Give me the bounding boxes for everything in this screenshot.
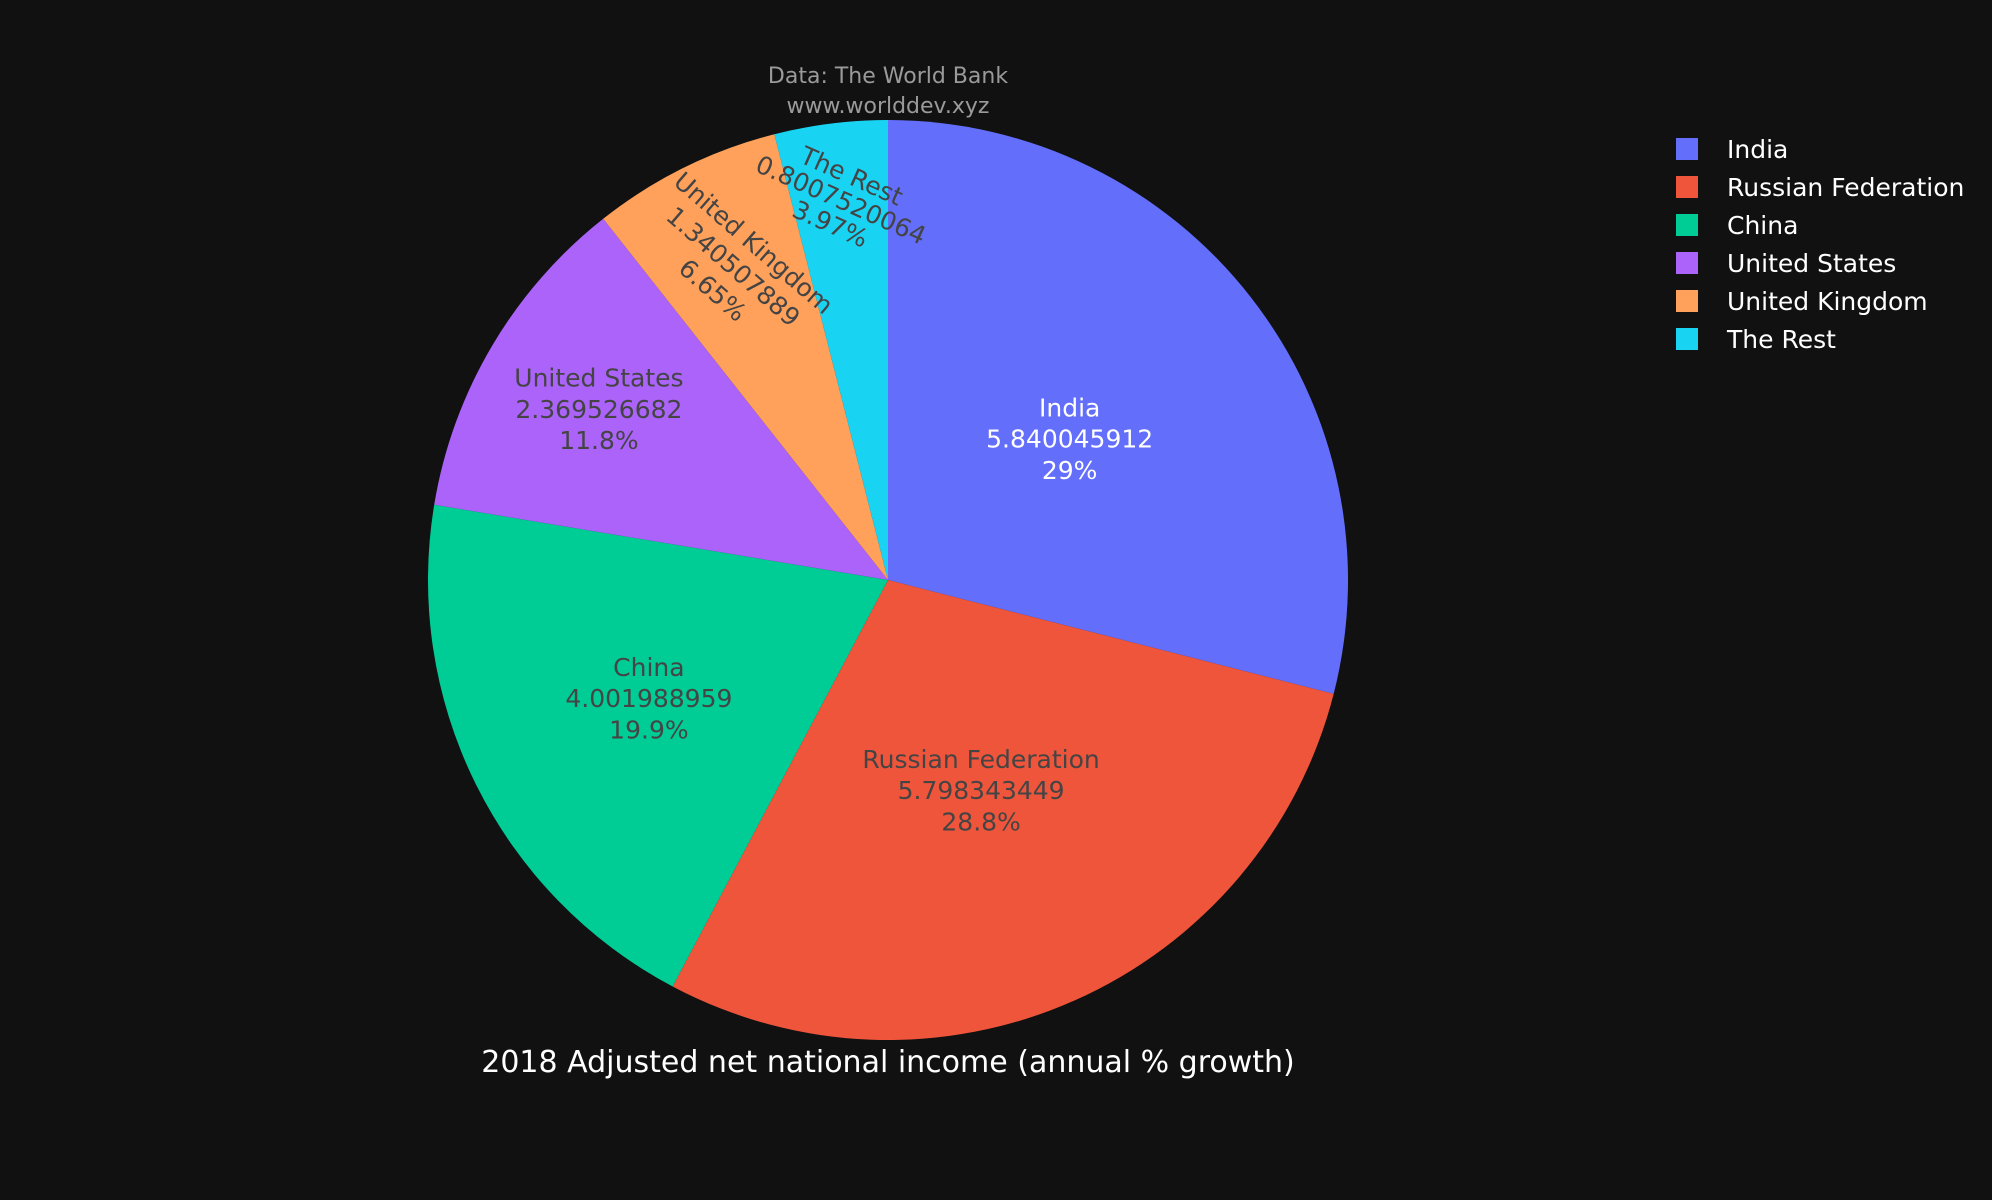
pie-slice-united-kingdom[interactable] (603, 134, 888, 581)
slice-label-value: 4.001988959 (565, 684, 732, 713)
pie-slice-india[interactable] (888, 120, 1348, 694)
legend-swatch (1676, 138, 1698, 160)
slice-label-value: 5.798343449 (898, 776, 1065, 805)
legend-swatch (1676, 252, 1698, 274)
slice-label-name: India (1039, 393, 1100, 422)
slice-label-name: Russian Federation (862, 745, 1099, 774)
legend-label: United States (1727, 249, 1896, 278)
legend-label: United Kingdom (1727, 287, 1928, 316)
slice-label-percent: 19.9% (609, 715, 688, 744)
slice-label-value: 2.369526682 (515, 395, 682, 424)
chart-title: 2018 Adjusted net national income (annua… (481, 1045, 1295, 1080)
legend-item-united-kingdom[interactable]: United Kingdom (1676, 287, 1928, 316)
slice-label-percent: 28.8% (941, 807, 1020, 836)
source-line-1: Data: The World Bank (768, 64, 1008, 89)
legend-item-india[interactable]: India (1676, 135, 1788, 164)
legend-item-china[interactable]: China (1676, 211, 1798, 240)
legend-item-united-states[interactable]: United States (1676, 249, 1896, 278)
source-line-2: www.worlddev.xyz (787, 94, 990, 119)
slice-label-value: 5.840045912 (986, 425, 1153, 454)
slice-label-name: United States (514, 364, 683, 393)
legend-swatch (1676, 214, 1698, 236)
chart-source: Data: The World Bank www.worlddev.xyz (768, 64, 1008, 119)
legend-item-russian-federation[interactable]: Russian Federation (1676, 173, 1964, 202)
legend-label: Russian Federation (1727, 173, 1964, 202)
pie-slice-russian-federation[interactable] (672, 580, 1334, 1040)
pie-slices (427, 120, 1348, 1040)
legend-item-the-rest[interactable]: The Rest (1676, 325, 1836, 354)
legend-label: The Rest (1726, 325, 1836, 354)
pie-slice-the-rest[interactable] (774, 120, 888, 580)
slice-label-percent: 29% (1042, 456, 1098, 485)
legend-swatch (1676, 176, 1698, 198)
legend-swatch (1676, 290, 1698, 312)
legend-label: India (1727, 135, 1788, 164)
legend-swatch (1676, 328, 1698, 350)
pie-slice-china[interactable] (427, 504, 888, 987)
legend-label: China (1727, 211, 1798, 240)
slice-label-name: China (613, 653, 684, 682)
slice-label-percent: 11.8% (559, 426, 638, 455)
chart-legend: India Russian Federation China United State… (1676, 135, 1964, 354)
pie-slice-united-states[interactable] (434, 218, 888, 580)
